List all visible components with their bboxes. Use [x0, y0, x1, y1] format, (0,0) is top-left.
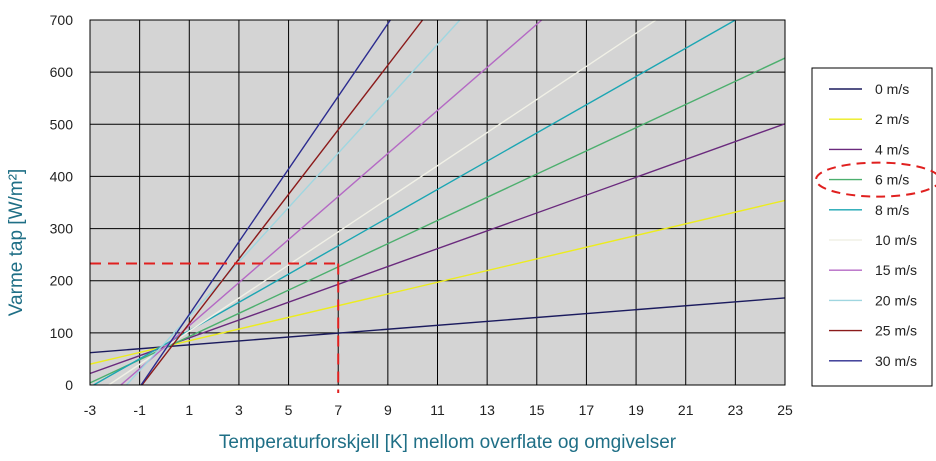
y-tick-label: 400 [50, 168, 74, 184]
plot-border [89, 19, 786, 386]
x-tick-label: 19 [628, 402, 644, 418]
legend-entry-label: 0 m/s [875, 81, 909, 97]
x-tick-label: 23 [728, 402, 744, 418]
series-line-0-m-s [90, 297, 785, 354]
x-tick-label: 17 [579, 402, 595, 418]
x-tick-label: 25 [777, 402, 793, 418]
y-axis-title: Varme tap [W/m²] [6, 169, 27, 316]
y-tick-label: 700 [50, 12, 74, 28]
legend-entry-label: 15 m/s [875, 262, 917, 278]
series-line-10-m-s [107, 20, 657, 385]
y-tick-label: 100 [50, 325, 74, 341]
y-tick-label: 600 [50, 64, 74, 80]
series-line-25-m-s [141, 20, 424, 385]
plot-area: -3 -1 1 3 5 7 9 11 13 15 17 19 21 23 25010020030040050… [50, 12, 793, 418]
x-tick-label: 1 [185, 402, 193, 418]
legend: 0 m/s 2 m/s 4 m/s 6 m/s 8 m/s 10 m/s 15 m/s 20 … [811, 67, 936, 387]
series-line-4-m-s [90, 123, 785, 375]
legend-entry-label: 20 m/s [875, 292, 917, 308]
x-tick-label: 11 [430, 402, 445, 418]
legend-entry-label: 4 m/s [875, 141, 909, 157]
x-axis-title: Temperaturforskjell [K] mellom overflate… [219, 432, 677, 453]
legend-entry-label: 8 m/s [875, 202, 909, 218]
x-tick-label: 21 [678, 402, 694, 418]
y-tick-label: 500 [50, 116, 74, 132]
legend-highlight-ellipse [815, 161, 936, 198]
x-tick-label: 5 [285, 402, 293, 418]
legend-entry-label: 6 m/s [875, 172, 909, 188]
series-line-30-m-s [140, 20, 391, 385]
y-tick-label: 0 [65, 377, 73, 393]
series-line-6-m-s [90, 57, 785, 384]
legend-box [811, 67, 933, 387]
x-tick-label: 3 [235, 402, 243, 418]
series-line-2-m-s [90, 199, 785, 365]
y-tick-label: 300 [50, 221, 74, 237]
x-tick-label: 15 [529, 402, 545, 418]
legend-entry-label: 25 m/s [875, 323, 917, 339]
x-tick-label: -1 [133, 402, 146, 418]
legend-entry-label: 10 m/s [875, 232, 917, 248]
legend-entry-label: 30 m/s [875, 353, 917, 369]
x-tick-label: 7 [334, 402, 342, 418]
series-line-20-m-s [125, 20, 461, 385]
legend-entry-label: 2 m/s [875, 111, 909, 127]
y-tick-label: 200 [50, 273, 74, 289]
x-tick-label: 13 [479, 402, 495, 418]
series-lines [90, 20, 785, 385]
x-tick-label: 9 [384, 402, 392, 418]
x-tick-label: -3 [84, 402, 97, 418]
